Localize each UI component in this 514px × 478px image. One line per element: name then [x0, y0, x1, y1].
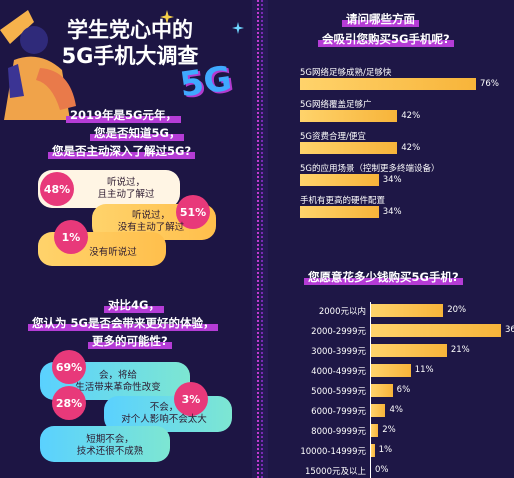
bar	[371, 384, 393, 397]
answer-text: 不会， 对个人影响不会太大	[121, 402, 207, 425]
bar	[300, 110, 398, 122]
page-subtitle: 5G手机大调查	[61, 44, 199, 68]
value-label: 42%	[401, 111, 421, 121]
category-label: 10000-14999元	[300, 447, 366, 457]
value-label: 2%	[382, 425, 396, 435]
answer-pct: 28%	[52, 386, 86, 420]
q1-line2: 您是否知道5G，	[90, 122, 185, 141]
q2-line2: 您认为 5G是否会带来更好的体验，	[28, 312, 219, 331]
chart2-title: 您愿意花多少钱购买5G手机?	[304, 266, 463, 285]
category-label: 5000-5999元	[311, 387, 366, 397]
q1-line3: 您是否主动深入了解过5G?	[48, 140, 196, 159]
bar	[371, 304, 444, 317]
answer-bubble	[40, 426, 170, 462]
value-label: 36%	[505, 325, 514, 335]
category-label: 手机有更高的硬件配置	[300, 196, 386, 206]
answer-text: 短期不会， 技术还很不成熟	[76, 434, 144, 457]
q2-line3: 更多的可能性?	[88, 330, 172, 349]
bar	[371, 324, 501, 337]
bar	[300, 174, 379, 186]
value-label: 76%	[480, 79, 499, 89]
left-panel: 学生党心中的 5G手机大调查 5G 2019年是5G元年， 您是否知道5G， 您…	[0, 0, 252, 478]
category-label: 5G网络覆盖足够广	[300, 100, 372, 110]
bar	[300, 206, 379, 218]
bar	[371, 344, 447, 357]
value-label: 1%	[378, 445, 393, 455]
answer-pct: 69%	[52, 350, 86, 384]
answer-text: 听说过， 且主动了解过	[97, 177, 155, 200]
bar	[300, 78, 476, 90]
badge-5g: 5G	[177, 58, 235, 106]
q2-line1: 对比4G，	[104, 294, 164, 313]
category-label: 2000-2999元	[311, 327, 366, 337]
category-label: 8000-9999元	[311, 427, 366, 437]
sparkle-icon	[160, 10, 174, 24]
category-label: 5G的应用场景（控制更多终端设备）	[300, 164, 440, 174]
bar	[300, 142, 398, 154]
bar	[371, 364, 411, 377]
category-label: 3000-3999元	[311, 347, 366, 357]
bar	[371, 444, 375, 457]
category-label: 6000-7999元	[311, 407, 366, 417]
answer-text: 听说过， 没有主动了解过	[117, 210, 185, 233]
value-label: 4%	[389, 405, 403, 415]
value-label: 34%	[382, 207, 402, 217]
value-label: 0%	[375, 465, 389, 475]
answer-pct: 1%	[54, 220, 88, 254]
bar	[371, 404, 386, 417]
value-label: 34%	[382, 175, 402, 185]
category-label: 4000-4999元	[311, 367, 366, 377]
value-label: 6%	[396, 385, 411, 395]
category-label: 5G网络足够成熟/足够快	[300, 68, 392, 78]
sparkle-icon	[232, 22, 244, 34]
panel-divider	[252, 0, 268, 478]
value-label: 11%	[414, 365, 434, 375]
bar	[371, 424, 379, 437]
category-label: 15000元及以上	[304, 467, 366, 477]
answer-pct: 51%	[176, 195, 210, 229]
answer-pct: 3%	[174, 382, 208, 416]
q1-line1: 2019年是5G元年，	[66, 104, 181, 123]
page-title: 学生党心中的	[67, 18, 193, 42]
value-label: 42%	[401, 143, 421, 153]
value-label: 20%	[447, 305, 467, 315]
answer-pct: 48%	[40, 172, 74, 206]
chart1-title-line1: 请问哪些方面	[342, 8, 419, 27]
category-label: 2000元以内	[318, 307, 366, 317]
axis-line	[370, 302, 371, 478]
answer-text: 会，将给 生活带来革命性改变	[75, 370, 161, 393]
right-panel: 请问哪些方面 会吸引您购买5G手机呢? 5G网络足够成熟/足够快 76% 5G网络覆…	[268, 0, 514, 478]
answer-text: 没有听说过	[89, 247, 137, 258]
person-illustration	[0, 10, 76, 120]
category-label: 5G资费合理/便宜	[300, 132, 366, 142]
value-label: 21%	[450, 345, 470, 355]
chart1-title-line2: 会吸引您购买5G手机呢?	[318, 28, 454, 47]
